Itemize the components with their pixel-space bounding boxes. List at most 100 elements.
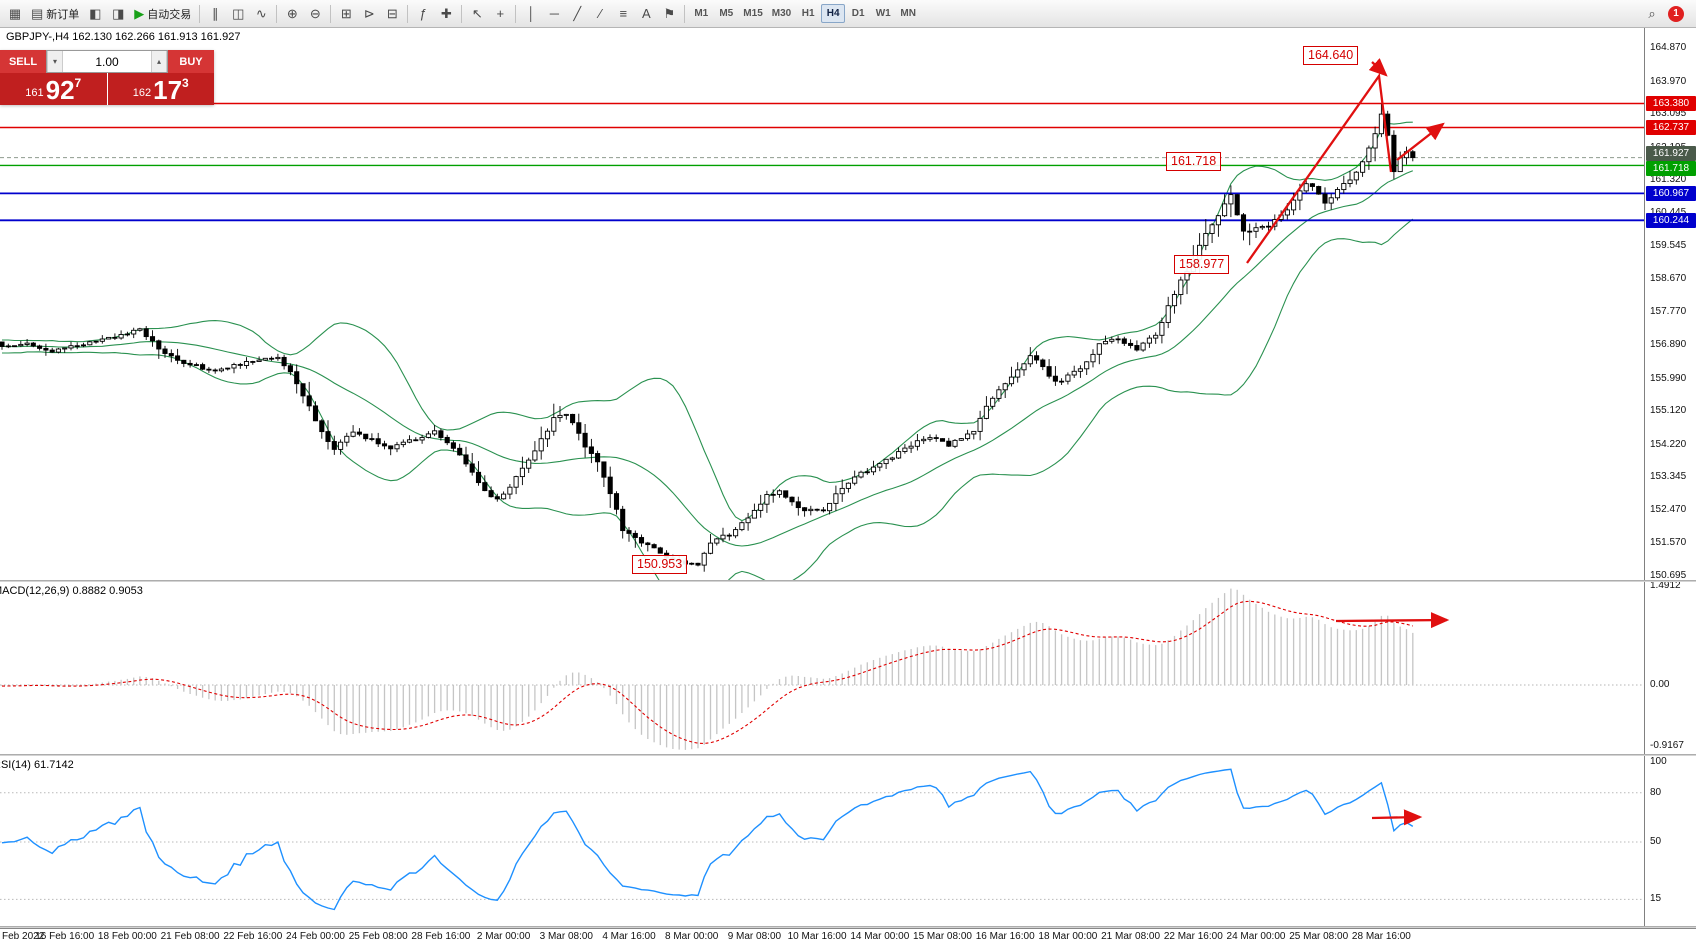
volume-up-button[interactable]: ▴: [151, 51, 167, 72]
toolbar-separator: [684, 4, 686, 23]
volume-stepper[interactable]: ▾ 1.00 ▴: [46, 50, 168, 73]
price-axis-label: 152.470: [1650, 503, 1687, 515]
bid-big-digits: 92: [45, 75, 75, 105]
new-order-button[interactable]: ▤ 新订单: [27, 3, 83, 25]
timeframe-h4[interactable]: H4: [821, 4, 846, 23]
time-axis[interactable]: Feb 2022 16 Feb 16:00 18 Feb 00:00 21 Feb 0…: [0, 928, 1696, 943]
tile-windows-button[interactable]: ⊞: [335, 3, 357, 25]
time-axis-label: 25 Feb 08:00: [348, 931, 408, 942]
panel-splitter[interactable]: [0, 926, 1696, 928]
price-axis-label: 160.445: [1650, 207, 1686, 218]
autotrading-label: 自动交易: [147, 8, 192, 21]
price-annotation-label: 164.640: [1303, 46, 1359, 65]
volume-down-button[interactable]: ▾: [47, 51, 63, 72]
rsi-axis-label: 15: [1650, 893, 1662, 905]
price-axis-label: 155.990: [1650, 372, 1687, 384]
timeframe-m15[interactable]: M15: [743, 8, 763, 19]
add-indicator-button[interactable]: ✚: [435, 3, 457, 25]
bar-chart-mode-button[interactable]: ∥: [204, 3, 226, 25]
rsi-axis-label: 50: [1650, 836, 1662, 847]
buy-button[interactable]: BUY: [168, 50, 214, 73]
time-axis-label: 16 Mar 16:00: [975, 931, 1035, 942]
macd-axis-label: 0.00: [1650, 679, 1670, 690]
time-axis-label: 21 Feb 08:00: [160, 931, 220, 942]
data-window-button[interactable]: ◨: [107, 3, 129, 25]
price-axis-tag: 160.244: [1646, 212, 1696, 228]
price-annotation-label: 161.718: [1166, 152, 1222, 171]
panel-splitter[interactable]: [0, 754, 1696, 756]
price-axis-label: 157.770: [1650, 306, 1687, 318]
zoom-out-button[interactable]: ⊖: [304, 3, 326, 25]
panel-splitter[interactable]: [0, 580, 1696, 582]
timeframe-w1[interactable]: W1: [875, 8, 891, 19]
new-chart-button[interactable]: ▦: [4, 3, 26, 25]
timeframe-h1[interactable]: H1: [801, 8, 815, 19]
price-axis-tag: 160.967: [1646, 185, 1696, 201]
bid-ask-row: 161 92 7 162 17 3: [0, 73, 214, 105]
price-axis[interactable]: 164.870163.970163.095162.195161.320160.4…: [1646, 28, 1696, 928]
price-axis-tag: 161.718: [1646, 160, 1696, 176]
arrows-tool-button[interactable]: ⚑: [658, 3, 680, 25]
horizontal-line-button[interactable]: ─: [543, 3, 565, 25]
rsi-indicator-label: RSI(14) 61.7142: [0, 759, 74, 771]
autotrading-icon: ▶: [134, 6, 145, 21]
autotrading-button[interactable]: ▶ 自动交易: [130, 3, 195, 25]
equidistant-channel-button[interactable]: ∕: [589, 3, 611, 25]
timeframe-m1[interactable]: M1: [694, 8, 709, 19]
rsi-axis-label: 100: [1650, 756, 1667, 767]
time-axis-label: 3 Mar 08:00: [539, 931, 593, 942]
zoom-in-button[interactable]: ⊕: [281, 3, 303, 25]
chart-list-button[interactable]: ◧: [84, 3, 106, 25]
macd-axis-label: 1.4912: [1650, 579, 1681, 591]
text-tool-button[interactable]: A: [635, 3, 657, 25]
timeframe-m30[interactable]: M30: [771, 8, 792, 19]
ask-pipette: 3: [182, 76, 189, 90]
auto-scroll-button[interactable]: ⊳: [358, 3, 380, 25]
indicators-button[interactable]: ƒ: [412, 3, 434, 25]
zoom-in-icon: ⊕: [286, 6, 298, 21]
time-axis-label: 22 Feb 16:00: [223, 931, 283, 942]
zoom-out-icon: ⊖: [309, 6, 321, 21]
ask-price-display[interactable]: 162 17 3: [107, 73, 214, 105]
toolbar-separator: [515, 4, 517, 23]
fibonacci-button[interactable]: ≡: [612, 3, 634, 25]
timeframe-group: M1 M5 M15 M30 H1 H4 D1 W1 MN: [689, 4, 920, 23]
time-axis-label: 25 Mar 08:00: [1289, 931, 1349, 942]
price-axis-label: 163.970: [1650, 75, 1687, 87]
toolbar: ▦ ▤ 新订单 ◧ ◨ ▶ 自动交易 ∥ ◫ ∿ ⊕ ⊖ ⊞ ⊳ ⊟ ƒ ✚ ↖ + │ ─ ╱ ∕ ≡ A ⚑ M1 M5 M15 M3…: [0, 0, 1696, 28]
price-axis-label: 156.890: [1650, 339, 1687, 351]
notification-badge[interactable]: 1: [1668, 5, 1684, 22]
line-chart-mode-button[interactable]: ∿: [250, 3, 272, 25]
timeframe-m5[interactable]: M5: [719, 8, 734, 19]
timeframe-mn[interactable]: MN: [900, 8, 916, 19]
candle-chart-mode-button[interactable]: ◫: [227, 3, 249, 25]
sell-button[interactable]: SELL: [0, 50, 46, 73]
volume-value[interactable]: 1.00: [95, 54, 119, 69]
timeframe-d1[interactable]: D1: [851, 8, 865, 19]
add-indicator-icon: ✚: [440, 6, 452, 21]
bid-price-display[interactable]: 161 92 7: [0, 73, 107, 105]
arrows-tool-icon: ⚑: [663, 6, 676, 21]
price-axis-label: 150.695: [1650, 570, 1687, 582]
trendline-icon: ╱: [573, 6, 582, 21]
price-annotation-label: 150.953: [632, 555, 688, 574]
time-axis-label: 24 Mar 00:00: [1226, 931, 1286, 942]
time-axis-label: 21 Mar 08:00: [1101, 931, 1161, 942]
indicators-icon: ƒ: [419, 6, 427, 21]
toolbar-separator: [461, 4, 463, 23]
equidistant-channel-icon: ∕: [599, 6, 602, 21]
data-window-icon: ◨: [112, 6, 125, 21]
search-button[interactable]: ⌕: [1641, 3, 1663, 25]
bid-prefix: 161: [25, 87, 44, 99]
chart-shift-button[interactable]: ⊟: [381, 3, 403, 25]
trendline-button[interactable]: ╱: [566, 3, 588, 25]
cursor-icon: ↖: [471, 6, 483, 21]
time-axis-label: 15 Mar 08:00: [913, 931, 972, 942]
chart-list-icon: ◧: [89, 6, 102, 21]
vertical-line-button[interactable]: │: [520, 3, 542, 25]
crosshair-button[interactable]: +: [489, 3, 511, 25]
time-axis-label: 9 Mar 08:00: [727, 931, 782, 942]
cursor-button[interactable]: ↖: [466, 3, 488, 25]
price-axis-label: 158.670: [1650, 272, 1687, 284]
